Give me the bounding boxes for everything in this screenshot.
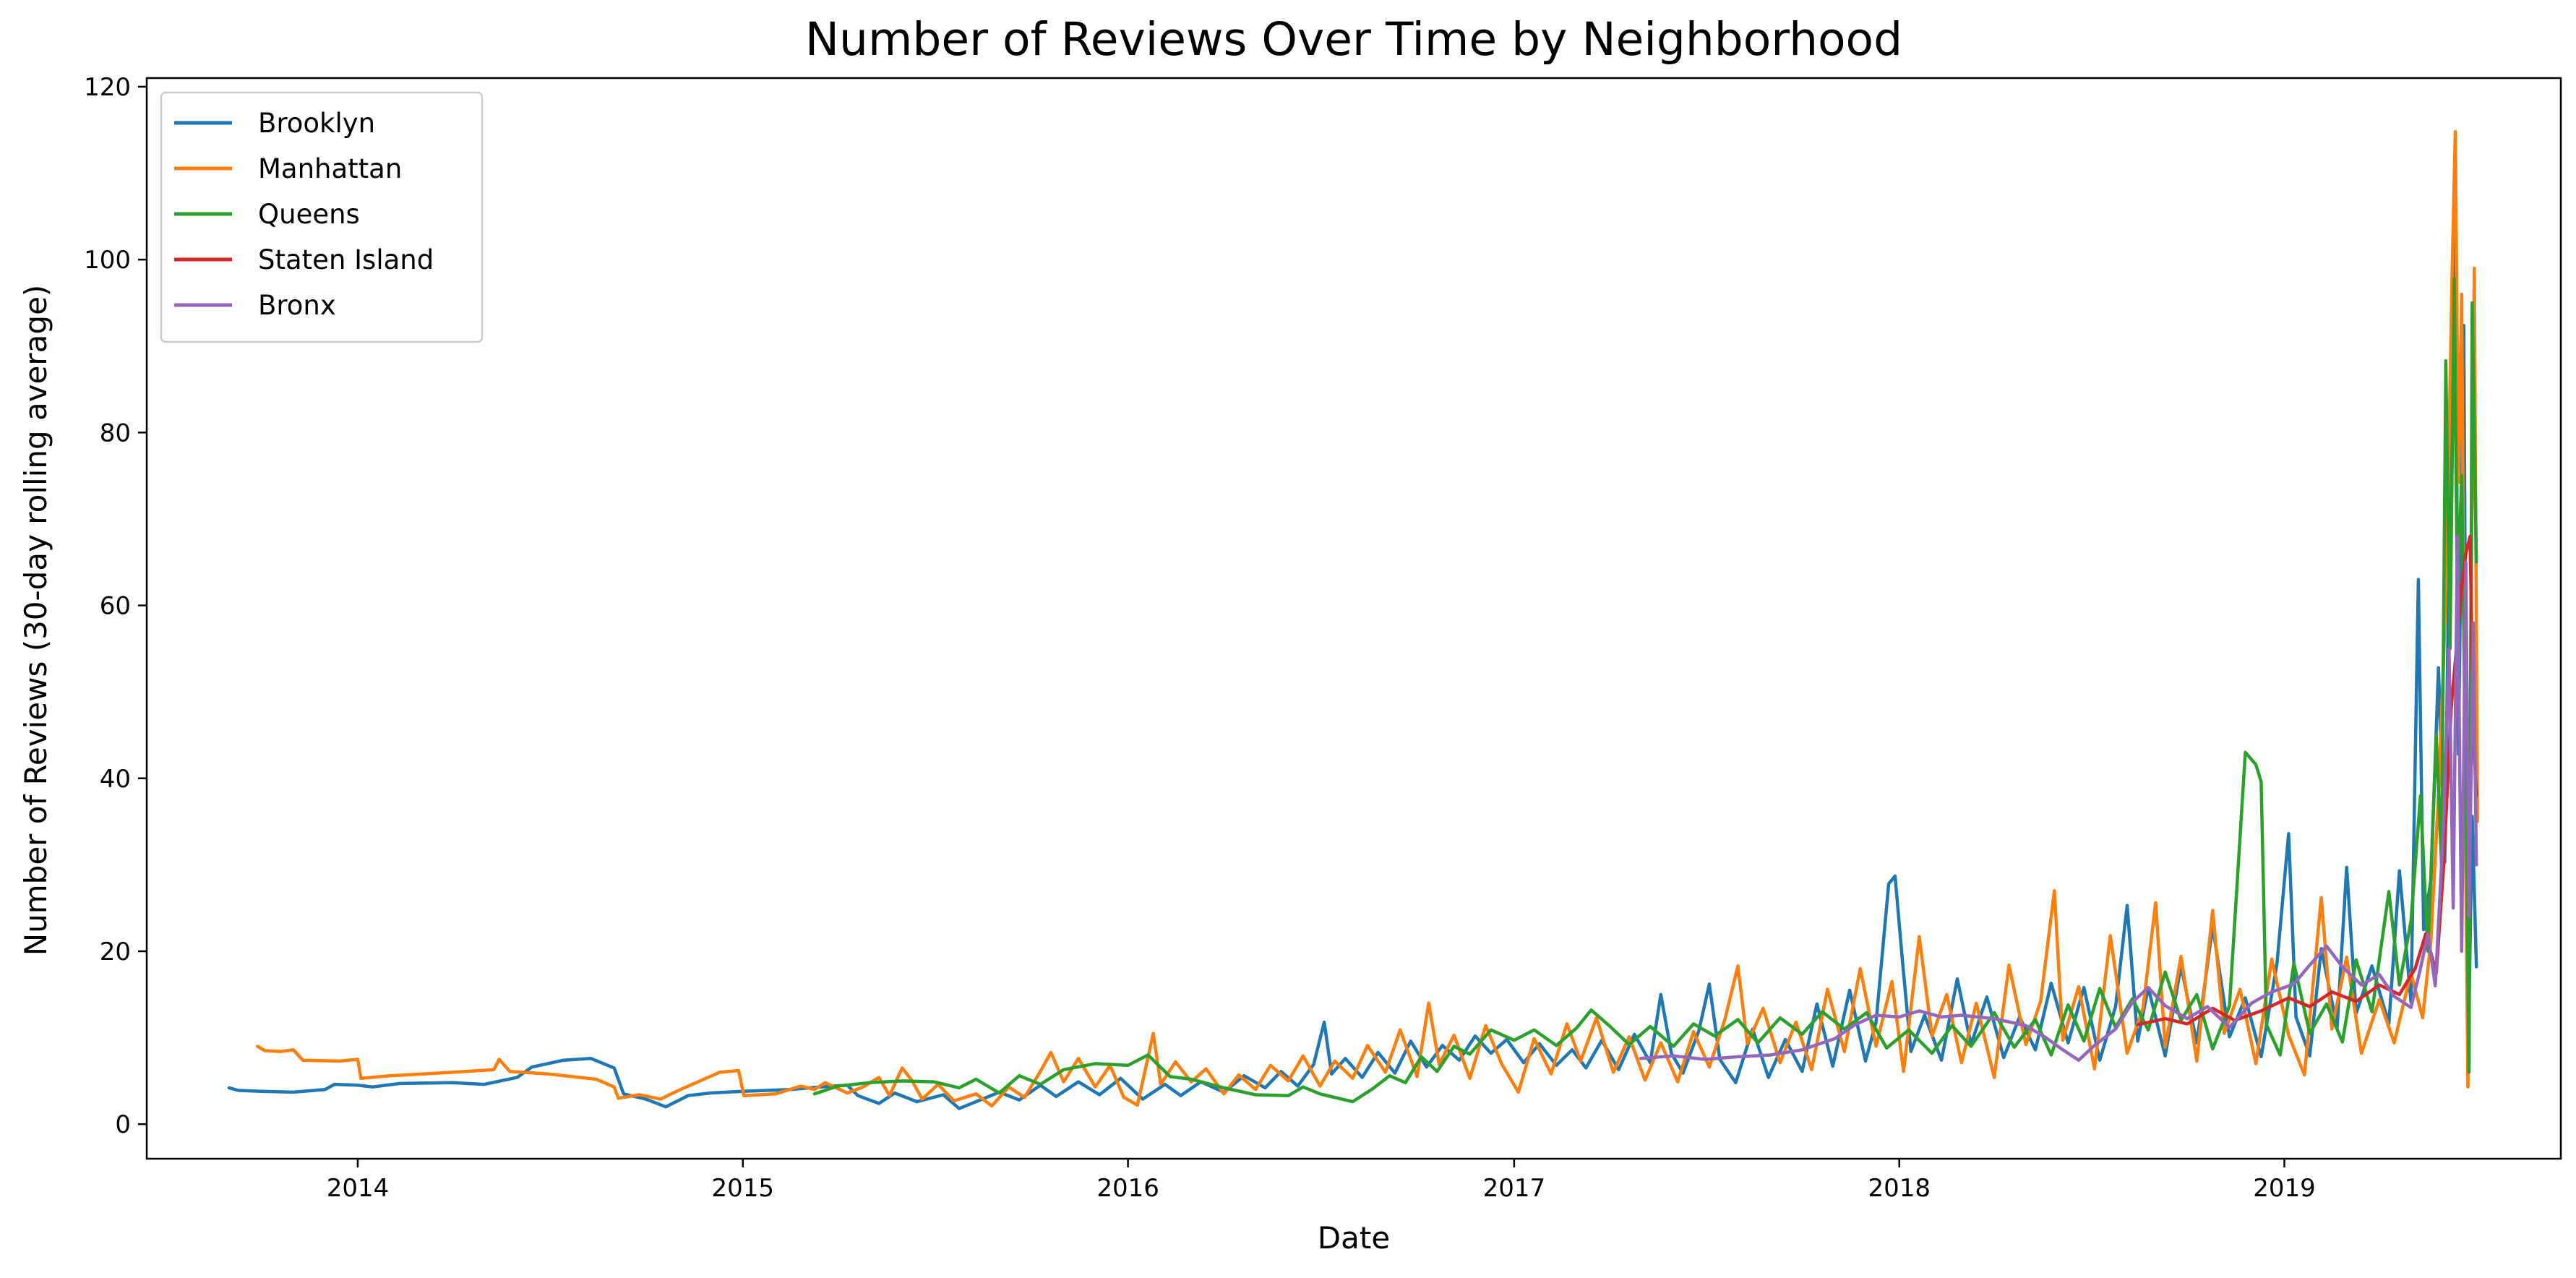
- x-tick-label: 2014: [327, 1174, 390, 1203]
- x-tick-label: 2018: [1868, 1174, 1931, 1203]
- series-line-queens: [812, 277, 2478, 1104]
- series-line-staten-island: [2136, 534, 2478, 1026]
- x-tick-label: 2017: [1483, 1174, 1546, 1203]
- series-layer: [227, 129, 2479, 1110]
- y-tick-label: 120: [84, 73, 131, 102]
- x-tick-label: 2015: [712, 1174, 775, 1203]
- y-tick-label: 40: [100, 765, 131, 794]
- axes-layer: 2014 2015 2016 2017 2018 2019 0 20 40 60 80 100 120: [84, 73, 2562, 1203]
- series-line-manhattan: [256, 129, 2479, 1108]
- plot-frame: [145, 77, 2562, 1160]
- y-tick-label: 80: [100, 419, 131, 447]
- y-tick-label: 20: [100, 938, 131, 966]
- legend-label-bronx: Bronx: [258, 290, 336, 321]
- y-axis-title: Number of Reviews (30-day rolling averag…: [18, 285, 53, 956]
- legend-label-queens: Queens: [258, 199, 360, 230]
- series-line-bronx: [1639, 534, 2478, 1062]
- y-tick-label: 100: [84, 246, 131, 275]
- legend: Brooklyn Manhattan Queens Staten Island Bron…: [160, 91, 484, 343]
- chart-title: Number of Reviews Over Time by Neighborh…: [805, 13, 1902, 66]
- y-tick-label: 60: [100, 592, 131, 621]
- legend-box: [160, 91, 484, 343]
- legend-label-staten-island: Staten Island: [258, 244, 434, 275]
- x-tick-label: 2016: [1096, 1174, 1159, 1203]
- x-tick-label: 2019: [2253, 1174, 2316, 1203]
- x-axis-title: Date: [1318, 1220, 1390, 1256]
- legend-label-manhattan: Manhattan: [258, 153, 402, 184]
- y-tick-label: 0: [115, 1110, 131, 1139]
- legend-label-brooklyn: Brooklyn: [258, 108, 375, 139]
